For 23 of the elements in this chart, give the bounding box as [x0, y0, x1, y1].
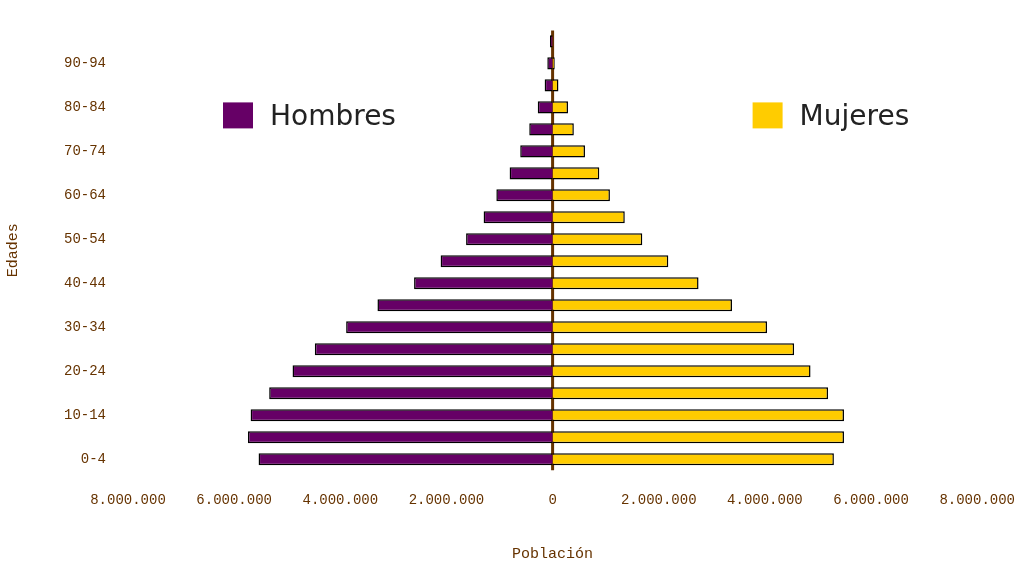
x-tick-label: 4.000.000 — [727, 492, 803, 509]
y-tick-label: 80-84 — [63, 99, 107, 116]
x-tick-label: 4.000.000 — [302, 492, 379, 509]
x-tick-label: 8.000.000 — [90, 492, 166, 509]
x-tick-label: 8.000.000 — [939, 492, 1016, 509]
y-tick-label: 60-64 — [63, 187, 107, 204]
y-axis-title: Edades — [4, 223, 22, 278]
x-tick-label: 0 — [548, 492, 557, 509]
x-tick-label: 6.000.000 — [196, 492, 272, 509]
y-tick-label: 90-94 — [63, 55, 107, 72]
y-tick-label: 20-24 — [63, 362, 107, 379]
x-tick-label: 2.000.000 — [408, 492, 485, 509]
y-tick-label: 70-74 — [63, 143, 107, 160]
y-tick-label: 40-44 — [63, 274, 107, 291]
x-axis-title: Población — [512, 545, 594, 563]
legend-label: Mujeres — [799, 98, 910, 132]
y-tick-label: 30-34 — [63, 318, 107, 335]
legend-label: Hombres — [270, 98, 396, 132]
x-tick-label: 6.000.000 — [833, 492, 909, 509]
x-tick-label: 2.000.000 — [620, 492, 697, 509]
y-tick-label: 50-54 — [63, 231, 107, 248]
y-tick-label: 10-14 — [63, 406, 107, 423]
y-tick-label: 0-4 — [80, 450, 107, 467]
